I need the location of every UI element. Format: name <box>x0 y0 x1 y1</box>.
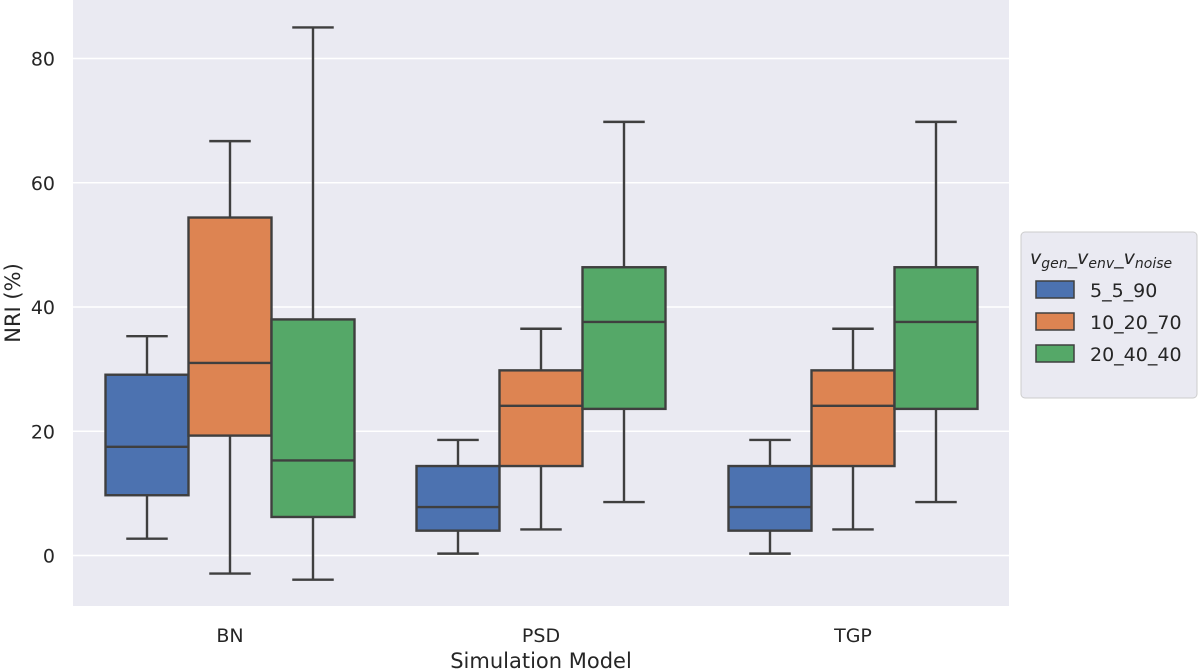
y-tick-label: 20 <box>31 421 55 443</box>
iqr-box <box>415 464 501 532</box>
iqr-box <box>187 216 273 437</box>
legend-swatch <box>1035 312 1075 331</box>
box-BN-20_40_40 <box>270 26 356 581</box>
legend-label: 10_20_70 <box>1090 312 1182 334</box>
box-TGP-5_5_90 <box>727 438 813 555</box>
x-axis-ticks: BN PSD TGP <box>216 625 872 647</box>
box-PSD-20_40_40 <box>581 120 667 504</box>
y-tick-label: 0 <box>43 546 55 568</box>
iqr-box <box>810 369 896 468</box>
y-tick-label: 80 <box>31 49 55 71</box>
iqr-box <box>727 464 813 532</box>
iqr-box <box>498 369 584 468</box>
x-tick-label: TGP <box>833 625 872 647</box>
y-tick-label: 40 <box>31 297 55 319</box>
legend-label: 20_40_40 <box>1090 344 1182 366</box>
y-axis-ticks: 0 20 40 60 80 <box>31 49 55 568</box>
legend-item-10_20_70: 10_20_70 <box>1035 312 1182 334</box>
iqr-box <box>104 373 190 497</box>
y-axis-label: NRI (%) <box>1 263 25 343</box>
box-TGP-20_40_40 <box>893 120 979 504</box>
legend-item-20_40_40: 20_40_40 <box>1035 344 1182 366</box>
iqr-box <box>581 266 667 411</box>
box-PSD-10_20_70 <box>498 327 584 531</box>
legend-item-5_5_90: 5_5_90 <box>1035 280 1157 302</box>
box-BN-5_5_90 <box>104 334 190 540</box>
box-groups <box>104 26 979 581</box>
y-tick-label: 60 <box>31 173 55 195</box>
legend-title: vgen_venv_vnoise <box>1030 247 1172 272</box>
legend-swatch <box>1035 280 1075 299</box>
iqr-box <box>270 318 356 519</box>
x-axis-label: Simulation Model <box>450 649 632 671</box>
legend-swatch <box>1035 344 1075 363</box>
x-tick-label: BN <box>216 625 243 647</box>
x-tick-label: PSD <box>522 625 560 647</box>
iqr-box <box>893 266 979 411</box>
box-BN-10_20_70 <box>187 139 273 575</box>
legend: vgen_venv_vnoise 5_5_90 10_20_70 20_40_40 <box>1020 231 1198 399</box>
legend-label: 5_5_90 <box>1090 280 1157 302</box>
box-TGP-10_20_70 <box>810 327 896 531</box>
legend-items: 5_5_90 10_20_70 20_40_40 <box>1035 280 1182 366</box>
box-PSD-5_5_90 <box>415 438 501 555</box>
